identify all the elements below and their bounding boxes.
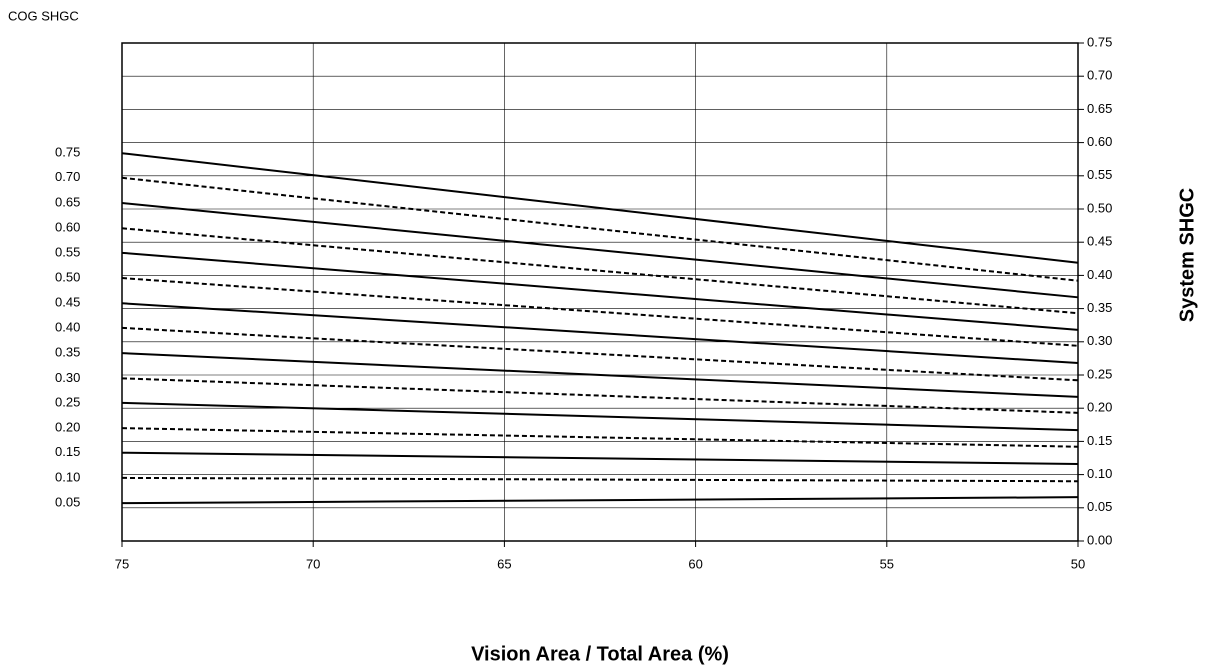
- x-tick-label: 70: [306, 556, 320, 571]
- x-tick-label: 60: [688, 556, 702, 571]
- x-tick-label: 65: [497, 556, 511, 571]
- series-line: [121, 202, 1079, 299]
- y2-tick-label: 0.45: [1087, 234, 1112, 249]
- series-label: 0.50: [55, 269, 80, 284]
- series-line: [121, 451, 1079, 465]
- series-label: 0.45: [55, 295, 80, 310]
- series-label: 0.75: [55, 145, 80, 160]
- series-label: 0.55: [55, 244, 80, 259]
- series-label: 0.20: [55, 420, 80, 435]
- series-label: 0.35: [55, 345, 80, 360]
- series-label: 0.60: [55, 220, 80, 235]
- series-label: 0.70: [55, 169, 80, 184]
- series-line: [121, 427, 1079, 448]
- x-axis-title: Vision Area / Total Area (%): [471, 643, 729, 665]
- y2-tick-label: 0.60: [1087, 134, 1112, 149]
- series-label: 0.15: [55, 444, 80, 459]
- x-tick-label: 55: [880, 556, 894, 571]
- y2-tick-label: 0.40: [1087, 267, 1112, 282]
- series-label: 0.30: [55, 370, 80, 385]
- y2-tick-label: 0.20: [1087, 400, 1112, 415]
- series-label: 0.65: [55, 194, 80, 209]
- y2-tick-label: 0.10: [1087, 466, 1112, 481]
- y2-tick-label: 0.65: [1087, 101, 1112, 116]
- y2-tick-label: 0.35: [1087, 300, 1112, 315]
- y2-tick-label: 0.50: [1087, 200, 1112, 215]
- y2-tick-label: 0.15: [1087, 433, 1112, 448]
- y-axis-title: COG SHGC: [8, 8, 79, 23]
- x-tick-label: 50: [1071, 556, 1085, 571]
- x-tick-label: 75: [115, 556, 129, 571]
- y2-tick-label: 0.00: [1087, 532, 1112, 547]
- series-line: [121, 302, 1079, 365]
- series-label: 0.25: [55, 394, 80, 409]
- y2-tick-label: 0.75: [1087, 34, 1112, 49]
- series-line: [121, 176, 1079, 282]
- y2-tick-label: 0.55: [1087, 167, 1112, 182]
- series-line: [121, 251, 1079, 331]
- series-line: [121, 496, 1079, 505]
- series-label: 0.10: [55, 469, 80, 484]
- series-line: [121, 227, 1079, 315]
- series-line: [121, 152, 1079, 264]
- y2-tick-label: 0.05: [1087, 499, 1112, 514]
- plot-frame: [121, 42, 1079, 542]
- y2-axis-title: System SHGC: [1176, 188, 1198, 323]
- series-line: [121, 476, 1079, 483]
- y2-tick-label: 0.25: [1087, 366, 1112, 381]
- series-label: 0.40: [55, 319, 80, 334]
- series-line: [121, 352, 1079, 398]
- y2-tick-label: 0.70: [1087, 68, 1112, 83]
- y2-tick-label: 0.30: [1087, 333, 1112, 348]
- series-line: [121, 401, 1079, 432]
- series-label: 0.05: [55, 495, 80, 510]
